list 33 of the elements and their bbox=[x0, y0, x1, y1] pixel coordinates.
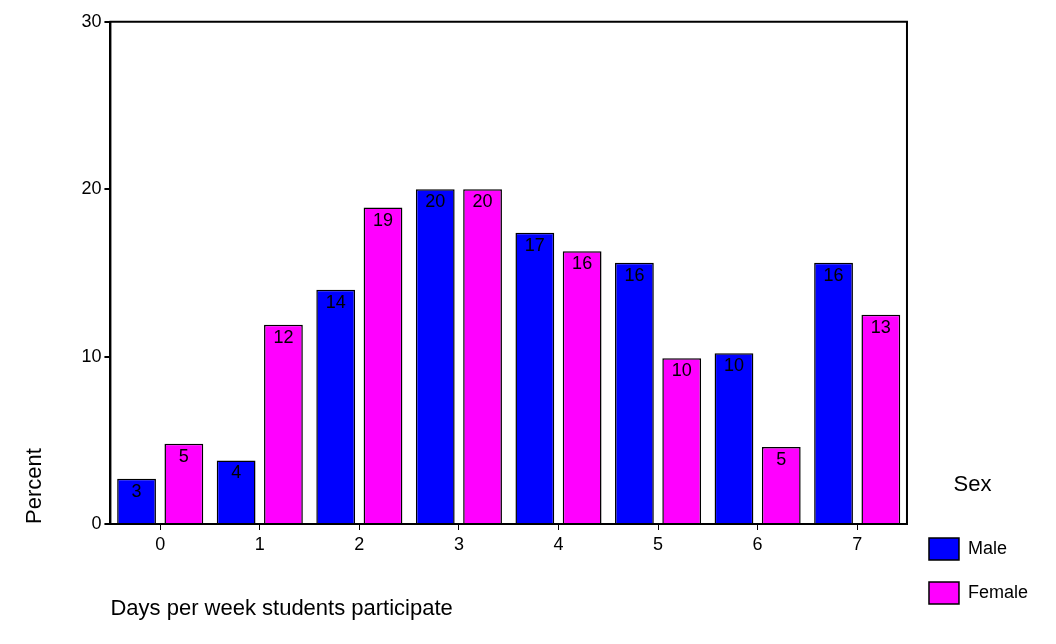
x-tick-label: 4 bbox=[553, 533, 564, 554]
data-label: 13 bbox=[870, 316, 891, 337]
data-label: 16 bbox=[572, 253, 593, 274]
data-label: 16 bbox=[624, 264, 645, 285]
x-tick-label: 6 bbox=[752, 533, 763, 554]
y-tick-label: 10 bbox=[81, 345, 102, 366]
y-tick-label: 30 bbox=[81, 10, 102, 31]
data-label: 3 bbox=[131, 480, 142, 501]
x-tick-label: 1 bbox=[254, 533, 265, 554]
data-label: 10 bbox=[723, 355, 744, 376]
data-label: 17 bbox=[524, 234, 545, 255]
y-axis-title: Percent bbox=[21, 448, 47, 524]
data-label: 20 bbox=[425, 191, 446, 212]
data-label: 10 bbox=[671, 360, 692, 381]
data-label: 12 bbox=[273, 326, 294, 347]
data-label: 4 bbox=[231, 462, 242, 483]
x-tick-label: 3 bbox=[453, 533, 464, 554]
data-label: 16 bbox=[823, 264, 844, 285]
x-tick-label: 7 bbox=[852, 533, 863, 554]
data-label: 14 bbox=[325, 291, 346, 312]
y-tick-label: 20 bbox=[81, 178, 102, 199]
x-tick-label: 5 bbox=[653, 533, 664, 554]
legend-title: Sex bbox=[953, 470, 992, 496]
data-label: 5 bbox=[776, 448, 787, 469]
legend-label: Female bbox=[967, 581, 1029, 602]
legend-label: Male bbox=[967, 537, 1007, 558]
data-label: 19 bbox=[372, 209, 394, 230]
data-label: 20 bbox=[472, 191, 493, 212]
x-tick-label: 2 bbox=[354, 533, 365, 554]
x-tick-label: 0 bbox=[155, 533, 166, 554]
data-label: 5 bbox=[178, 445, 189, 466]
y-tick-label: 0 bbox=[91, 512, 102, 533]
x-axis-title: Days per week students participate bbox=[110, 594, 453, 620]
